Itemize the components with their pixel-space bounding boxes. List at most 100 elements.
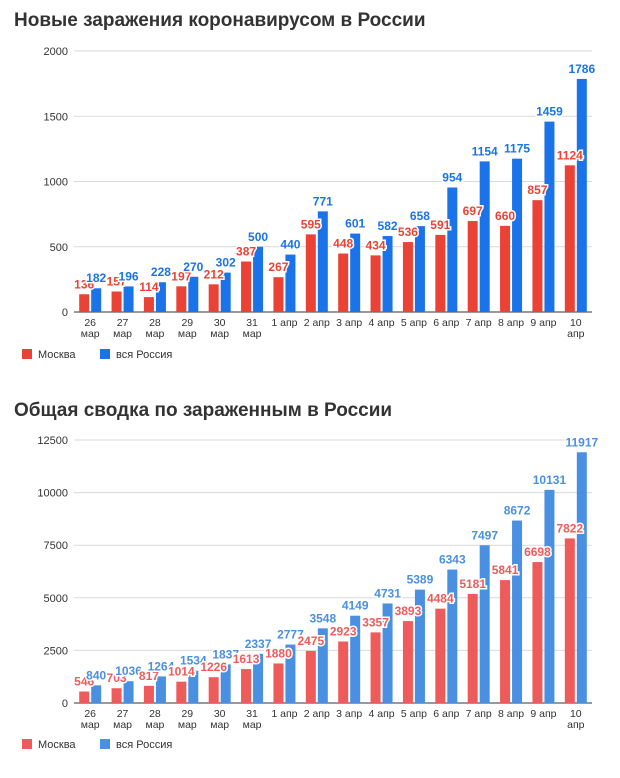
bar-russia [350,615,361,703]
data-label-moscow: 1124 [557,148,583,162]
data-label-moscow: 157 [107,275,127,289]
data-label-moscow: 595 [301,217,321,231]
bar-russia [253,246,264,312]
data-label-moscow: 5841 [492,563,519,577]
data-label-moscow: 703 [107,671,127,685]
bar-moscow [241,669,252,703]
bar-moscow [402,621,413,703]
legend-swatch-russia [100,349,110,359]
x-tick-label: 7 апр [466,317,492,329]
bar-russia [155,282,166,312]
data-label-russia: 1534 [180,654,207,668]
y-tick-label: 0 [62,307,68,319]
data-label-russia: 1154 [472,144,498,158]
x-tick-label: 4 апр [369,708,395,720]
data-label-russia: 2777 [277,628,304,642]
y-tick-label: 500 [50,242,68,254]
data-label-russia: 601 [345,217,365,231]
total-infections-title: Общая сводка по зараженным в России [14,400,393,421]
data-label-moscow: 1613 [233,652,260,666]
bar-russia [188,276,199,312]
data-label-russia: 5389 [407,573,434,587]
x-tick-label: 2 апр [304,317,330,329]
bar-moscow [208,677,219,703]
bar-moscow [435,234,446,312]
data-label-russia: 3548 [309,611,336,625]
data-label-moscow: 212 [204,267,224,281]
data-label-moscow: 114 [139,280,159,294]
x-tick-label: 30 мар [210,708,229,731]
bar-russia [155,676,166,703]
bar-russia [91,685,102,703]
data-label-moscow: 197 [171,269,191,283]
bar-moscow [143,685,154,703]
bar-russia [123,681,134,703]
bar-moscow [564,165,575,312]
bar-russia [317,628,328,703]
bar-moscow [176,286,187,312]
bar-moscow [143,297,154,312]
legend-label-russia: вся Россия [116,349,172,361]
x-tick-label: 10 апр [567,317,585,340]
data-label-moscow: 2475 [297,634,324,648]
x-tick-label: 9 апр [530,317,556,329]
bar-moscow [79,691,90,703]
y-tick-label: 12500 [37,435,68,447]
bar-russia [220,664,231,703]
x-tick-label: 31 мар [243,708,262,731]
x-tick-label: 27 мар [113,317,132,340]
data-label-moscow: 136 [74,277,94,291]
data-label-russia: 840 [86,668,106,682]
x-tick-label: 8 апр [498,708,524,720]
bar-moscow [435,608,446,703]
data-label-russia: 302 [216,256,236,270]
bar-russia [576,452,587,703]
data-label-moscow: 1880 [265,646,292,660]
bar-moscow [273,663,284,703]
bar-russia [382,236,393,312]
x-tick-label: 8 апр [498,317,524,329]
data-label-russia: 1175 [504,142,530,156]
bar-moscow [338,641,349,703]
data-label-moscow: 857 [527,183,547,197]
bar-moscow [532,200,543,312]
data-label-russia: 440 [280,238,300,252]
bar-russia [188,670,199,703]
data-label-moscow: 660 [495,209,515,223]
data-label-moscow: 591 [430,218,450,232]
data-label-russia: 1036 [115,664,142,678]
bar-moscow [241,261,252,312]
x-tick-label: 10 апр [567,708,585,731]
bar-moscow [564,538,575,703]
bar-russia [479,545,490,703]
bar-russia [220,272,231,312]
bar-russia [512,520,523,703]
bar-moscow [370,632,381,703]
x-tick-label: 29 мар [178,708,197,731]
y-tick-label: 1500 [44,111,68,123]
x-tick-label: 3 апр [336,708,362,720]
bar-russia [576,78,587,312]
data-label-russia: 270 [183,260,203,274]
x-tick-label: 27 мар [113,708,132,731]
y-tick-label: 10000 [37,488,68,500]
bar-russia [447,569,458,703]
y-tick-label: 1000 [44,177,68,189]
x-tick-label: 5 апр [401,708,427,720]
bar-moscow [273,277,284,312]
legend-swatch-moscow [22,349,32,359]
data-label-russia: 1459 [536,105,563,119]
legend-swatch-moscow [22,739,32,749]
data-label-russia: 10131 [533,473,567,487]
bar-russia [544,121,555,313]
legend-swatch-russia [100,739,110,749]
x-tick-label: 1 апр [271,708,297,720]
data-label-moscow: 4484 [427,592,454,606]
x-tick-label: 1 апр [271,317,297,329]
y-tick-label: 2500 [44,645,68,657]
data-label-russia: 1264 [148,659,175,673]
data-label-moscow: 6698 [524,545,551,559]
data-label-moscow: 1014 [168,665,195,679]
